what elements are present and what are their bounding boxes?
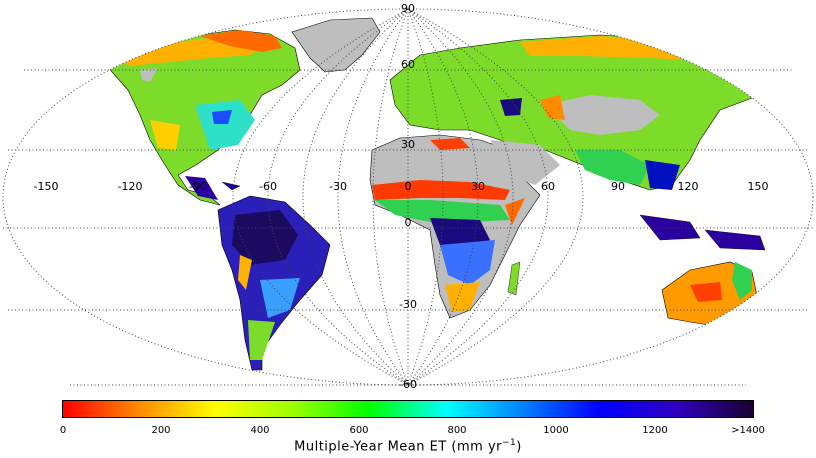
meridian-label: 0: [405, 180, 412, 193]
meridian-label: -90: [189, 180, 207, 193]
graticule: [2, 8, 814, 386]
parallel-labels: 90 60 30 0 -30 -60: [399, 2, 417, 391]
colorbar-tick: 800: [447, 425, 467, 436]
colorbar-tick: 400: [250, 425, 270, 436]
colorbar-tick: 1200: [642, 425, 668, 436]
land-masses: [99, 17, 796, 371]
meridian-label: -60: [259, 180, 277, 193]
meridian-labels: -150 -120 -90 -60 -30 0 30 60 90 120 150: [34, 180, 769, 193]
meridian-label: -150: [34, 180, 59, 193]
colorbar-tick: 0: [59, 425, 67, 436]
parallel-label: 90: [401, 2, 415, 15]
colorbar-title-main: Multiple-Year Mean ET (mm yr: [294, 439, 502, 455]
colorbar: [62, 400, 754, 418]
meridian-label: 60: [541, 180, 555, 193]
parallel-label: -60: [399, 378, 417, 391]
meridian-label: 120: [678, 180, 699, 193]
parallel-label: 60: [401, 58, 415, 71]
meridian-label: 150: [748, 180, 769, 193]
parallel-label: 0: [405, 216, 412, 229]
colorbar-tick: 200: [151, 425, 171, 436]
meridian-label: 30: [471, 180, 485, 193]
parallel-label: 30: [401, 138, 415, 151]
world-et-map: -150 -120 -90 -60 -30 0 30 60 90 120 150…: [2, 2, 814, 391]
colorbar-title-end: ): [516, 439, 522, 455]
colorbar-title-exponent: −1: [502, 438, 517, 448]
colorbar-tick: 1000: [543, 425, 569, 436]
meridian-label: -120: [118, 180, 143, 193]
meridian-label: -30: [329, 180, 347, 193]
colorbar-tick: 600: [349, 425, 369, 436]
parallel-label: -30: [399, 298, 417, 311]
greenland: [291, 17, 381, 73]
meridian-label: 90: [611, 180, 625, 193]
colorbar-title: Multiple-Year Mean ET (mm yr−1): [0, 438, 816, 454]
colorbar-tick: >1400: [731, 425, 765, 436]
